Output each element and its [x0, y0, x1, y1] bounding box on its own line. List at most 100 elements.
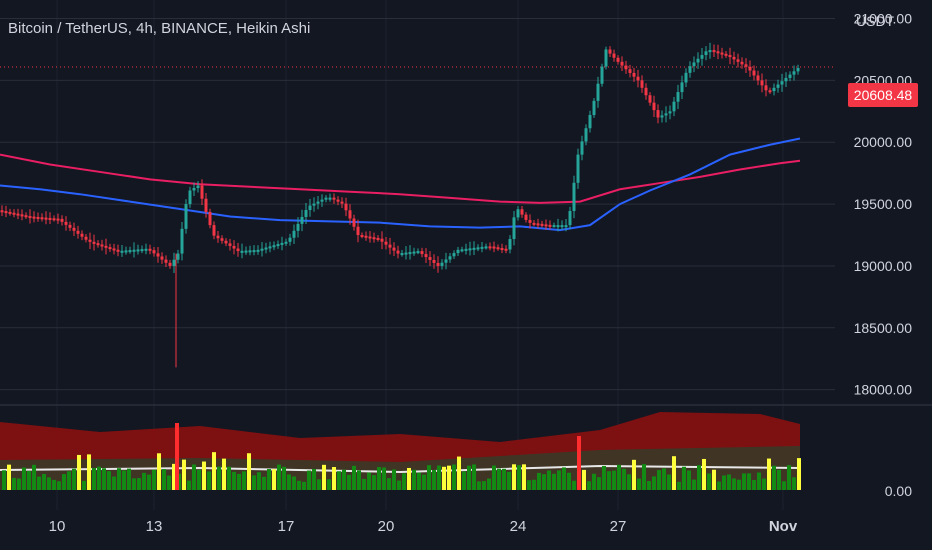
candle-body: [672, 101, 676, 112]
candle-body: [56, 218, 60, 221]
candle-body: [52, 218, 56, 221]
candle-body: [180, 228, 184, 254]
candle-body: [268, 246, 272, 249]
x-tick-label: 17: [278, 518, 295, 535]
volume-bar: [347, 474, 351, 490]
candle-body: [664, 113, 668, 116]
candle-body: [376, 237, 380, 240]
volume-bar: [57, 481, 61, 490]
volume-bar: [232, 471, 236, 490]
candle-body: [668, 111, 672, 114]
candle-body: [284, 241, 288, 244]
volume-bar: [572, 480, 576, 490]
volume-bar: [297, 480, 301, 490]
candle-body: [356, 226, 360, 236]
candle-body: [192, 188, 196, 191]
candle-body: [792, 71, 796, 75]
volume-bar: [207, 471, 211, 490]
volume-bar: [437, 465, 441, 490]
volume-bar: [172, 463, 176, 490]
volume-bar: [702, 458, 706, 490]
volume-bar: [422, 474, 426, 490]
candle-body: [308, 205, 312, 211]
moving-averages: [0, 137, 801, 232]
candle-body: [296, 223, 300, 231]
volume-bar: [312, 468, 316, 490]
candle-body: [512, 217, 516, 240]
candle-body: [468, 248, 472, 251]
volume-bar: [62, 474, 66, 490]
volume-bar: [387, 478, 391, 490]
candle-body: [188, 190, 192, 205]
candle-body: [656, 110, 660, 118]
volume-bar: [472, 464, 476, 490]
volume-bar: [107, 471, 111, 490]
candle-body: [224, 240, 228, 244]
volume-bar: [372, 475, 376, 490]
candle-body: [544, 224, 548, 227]
volume-bar: [777, 469, 781, 490]
candle-body: [728, 55, 732, 58]
volume-bar: [627, 474, 631, 490]
y-tick-label: 20000.00: [854, 134, 913, 150]
volume-bar: [497, 468, 501, 490]
time-axis[interactable]: 10 13 17 20 24 27 Nov: [49, 518, 798, 535]
volume-bar: [322, 464, 326, 490]
candle-body: [524, 214, 528, 220]
volume-bar: [567, 472, 571, 490]
candle-body: [168, 262, 172, 266]
price-axis[interactable]: 21000.0020500.0020000.0019500.0019000.00…: [854, 11, 913, 499]
candle-body: [764, 85, 768, 91]
candle-body: [116, 249, 120, 252]
volume-bar: [652, 476, 656, 490]
volume-bar: [677, 481, 681, 490]
candle-body: [732, 56, 736, 60]
candle-body: [424, 254, 428, 258]
candle-body: [352, 218, 356, 227]
candle-body: [288, 237, 292, 242]
volume-bar: [527, 480, 531, 490]
candle-body: [240, 250, 244, 253]
candle-body: [716, 51, 720, 54]
candle-body: [108, 247, 112, 250]
candle-body: [632, 72, 636, 77]
candle-body: [636, 76, 640, 81]
candle-body: [660, 115, 664, 118]
candle-body: [464, 248, 468, 251]
volume-bar: [17, 478, 21, 490]
candle-body: [532, 222, 536, 225]
volume-bar: [657, 470, 661, 490]
candle-body: [92, 241, 96, 244]
volume-bar: [552, 473, 556, 490]
candle-body: [608, 49, 612, 54]
y-tick-label: 18500.00: [854, 320, 913, 336]
volume-bar: [672, 456, 676, 490]
candle-body: [164, 259, 168, 263]
volume-bar: [792, 477, 796, 490]
candle-body: [72, 227, 76, 231]
volume-bar: [112, 476, 116, 490]
candle-body: [112, 248, 116, 251]
candle-body: [304, 210, 308, 217]
x-tick-label: 24: [510, 518, 527, 535]
candle-body: [84, 236, 88, 240]
candle-body: [496, 247, 500, 250]
volume-bar: [562, 467, 566, 490]
volume-bar: [67, 471, 71, 490]
candle-body: [144, 248, 148, 251]
volume-bar: [732, 478, 736, 490]
volume-bar: [262, 476, 266, 490]
candle-body: [428, 257, 432, 261]
candle-body: [328, 197, 332, 200]
volume-bar: [442, 466, 446, 490]
candle-body: [708, 50, 712, 53]
candle-body: [212, 225, 216, 236]
candle-body: [232, 245, 236, 249]
volume-bar: [782, 481, 786, 490]
candle-body: [276, 244, 280, 247]
volume-bar: [192, 464, 196, 490]
candle-body: [48, 217, 52, 220]
candle-body: [124, 250, 128, 253]
volume-bar: [772, 465, 776, 490]
